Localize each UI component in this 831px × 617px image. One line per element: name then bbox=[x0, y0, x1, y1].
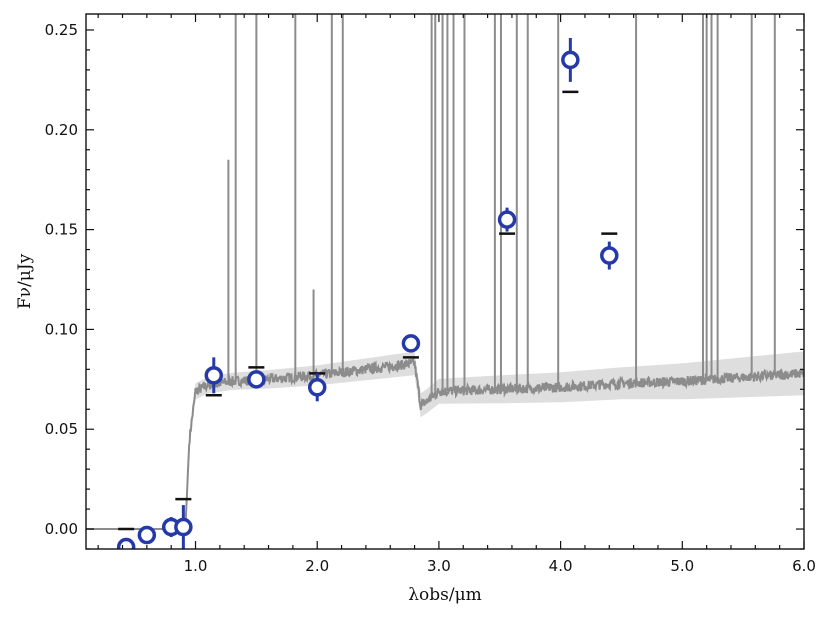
x-tick-label: 6.0 bbox=[792, 557, 816, 575]
model-continuum bbox=[86, 358, 804, 530]
data-marker bbox=[174, 517, 193, 537]
data-marker bbox=[561, 50, 580, 70]
photometry-point bbox=[204, 357, 224, 394]
x-tick-label: 3.0 bbox=[427, 557, 451, 575]
x-tick-labels: 1.0 2.0 3.0 4.0 5.0 6.0 bbox=[184, 557, 816, 575]
photometry-point bbox=[307, 373, 327, 402]
photometry-point bbox=[137, 525, 157, 545]
x-tick-label: 2.0 bbox=[305, 557, 329, 575]
photometry-point bbox=[247, 370, 266, 389]
x-tick-label: 1.0 bbox=[184, 557, 208, 575]
y-tick-label: 0.20 bbox=[45, 121, 78, 139]
photometry-point bbox=[561, 37, 580, 82]
y-tick-label: 0.15 bbox=[45, 221, 78, 239]
data-marker bbox=[247, 370, 266, 389]
y-tick-label: 0.00 bbox=[45, 520, 78, 538]
data-marker bbox=[137, 525, 157, 545]
x-axis-label: λobs/μm bbox=[408, 585, 482, 605]
y-tick-label: 0.05 bbox=[45, 420, 78, 438]
photometry-point bbox=[401, 334, 421, 353]
data-marker bbox=[401, 334, 421, 353]
plot-frame bbox=[85, 13, 805, 550]
model-photometry-markers bbox=[118, 90, 618, 531]
photometry-point bbox=[497, 207, 517, 232]
photometry-points bbox=[116, 37, 619, 549]
y-tick-labels: 0.00 0.05 0.10 0.15 0.20 0.25 bbox=[45, 21, 78, 538]
y-tick-label: 0.25 bbox=[45, 21, 78, 39]
data-marker bbox=[204, 366, 224, 385]
photometry-point bbox=[116, 537, 136, 549]
x-tick-label: 4.0 bbox=[549, 557, 573, 575]
y-tick-label: 0.10 bbox=[45, 320, 78, 338]
x-tick-label: 5.0 bbox=[670, 557, 694, 575]
axis-ticks bbox=[86, 14, 805, 550]
data-marker bbox=[307, 378, 327, 397]
data-marker bbox=[600, 246, 619, 265]
y-axis-label: Fν/μJy bbox=[15, 253, 35, 309]
photometry-point bbox=[174, 505, 193, 549]
photometry-point bbox=[600, 241, 619, 270]
continuum-line bbox=[86, 358, 804, 530]
data-marker bbox=[497, 210, 517, 229]
model-emission-lines bbox=[227, 14, 776, 398]
data-marker bbox=[116, 537, 136, 549]
